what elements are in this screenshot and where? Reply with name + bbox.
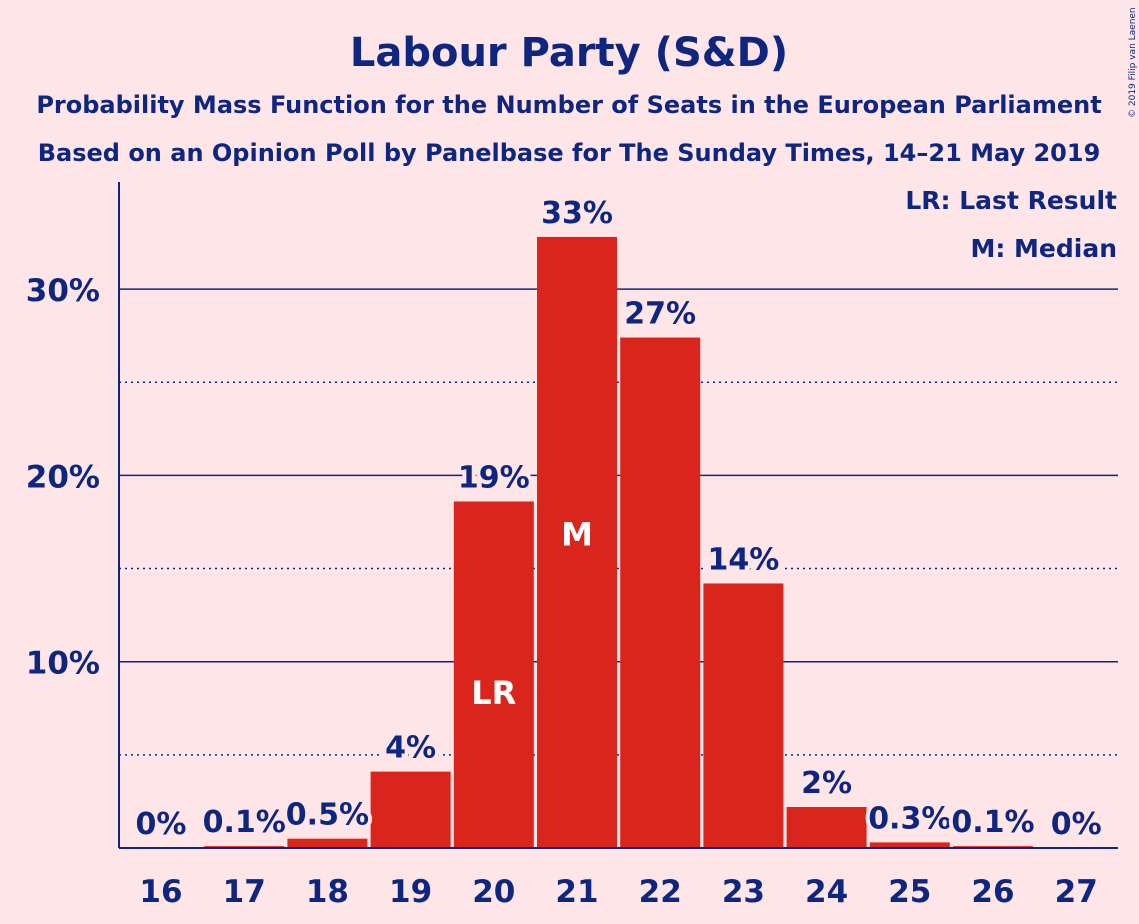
x-tick-label: 27 bbox=[1055, 874, 1098, 910]
x-tick-label: 17 bbox=[223, 874, 266, 910]
x-tick-label: 18 bbox=[306, 874, 349, 910]
bar-22 bbox=[620, 337, 701, 848]
bar-24 bbox=[786, 807, 867, 848]
data-label: 0.1% bbox=[951, 805, 1034, 840]
data-label: 27% bbox=[624, 297, 696, 332]
data-label: 0.5% bbox=[286, 798, 369, 833]
chart-title: Labour Party (S&D) bbox=[350, 30, 788, 76]
legend-median: M: Median bbox=[970, 234, 1117, 263]
x-tick-label: 22 bbox=[639, 874, 682, 910]
data-label: 4% bbox=[385, 731, 436, 766]
bar-23 bbox=[703, 583, 784, 848]
data-label: 0.1% bbox=[203, 805, 286, 840]
bars bbox=[204, 236, 1033, 848]
data-label: 0% bbox=[136, 807, 187, 842]
bar-18 bbox=[287, 838, 368, 848]
axes bbox=[118, 182, 1118, 849]
bar-marker-m: M bbox=[561, 516, 593, 554]
data-label: 14% bbox=[707, 542, 779, 577]
chart-subtitle-2: Based on an Opinion Poll by Panelbase fo… bbox=[38, 139, 1101, 167]
bar-25 bbox=[869, 842, 950, 848]
chart-subtitle-1: Probability Mass Function for the Number… bbox=[36, 91, 1101, 119]
x-tick-label: 26 bbox=[971, 874, 1014, 910]
bar-19 bbox=[370, 771, 451, 848]
data-label: 0.3% bbox=[868, 801, 951, 836]
data-label: 19% bbox=[458, 460, 530, 495]
y-tick-label: 10% bbox=[26, 646, 100, 682]
x-tick-label: 24 bbox=[805, 874, 848, 910]
data-label: 2% bbox=[801, 766, 852, 801]
x-tick-label: 20 bbox=[472, 874, 515, 910]
bar-20 bbox=[453, 501, 534, 848]
copyright-text: © 2019 Filip van Laenen bbox=[1128, 7, 1138, 118]
x-tick-label: 25 bbox=[888, 874, 931, 910]
y-tick-label: 30% bbox=[26, 273, 100, 309]
labels: 10%20%30%16 17 18 19 20 21 22 23 24 25 26 270% 0.1% 0… bbox=[26, 192, 1106, 910]
x-tick-label: 21 bbox=[555, 874, 598, 910]
gridlines bbox=[119, 288, 1118, 756]
data-label: 33% bbox=[541, 196, 613, 231]
x-tick-label: 16 bbox=[139, 874, 182, 910]
x-tick-label: 19 bbox=[389, 874, 432, 910]
legend-last-result: LR: Last Result bbox=[905, 186, 1117, 215]
x-tick-label: 23 bbox=[722, 874, 765, 910]
bar-21 bbox=[537, 236, 617, 848]
y-tick-label: 20% bbox=[26, 459, 100, 495]
bar-marker-lr: LR bbox=[471, 674, 516, 712]
data-label: 0% bbox=[1051, 807, 1102, 842]
